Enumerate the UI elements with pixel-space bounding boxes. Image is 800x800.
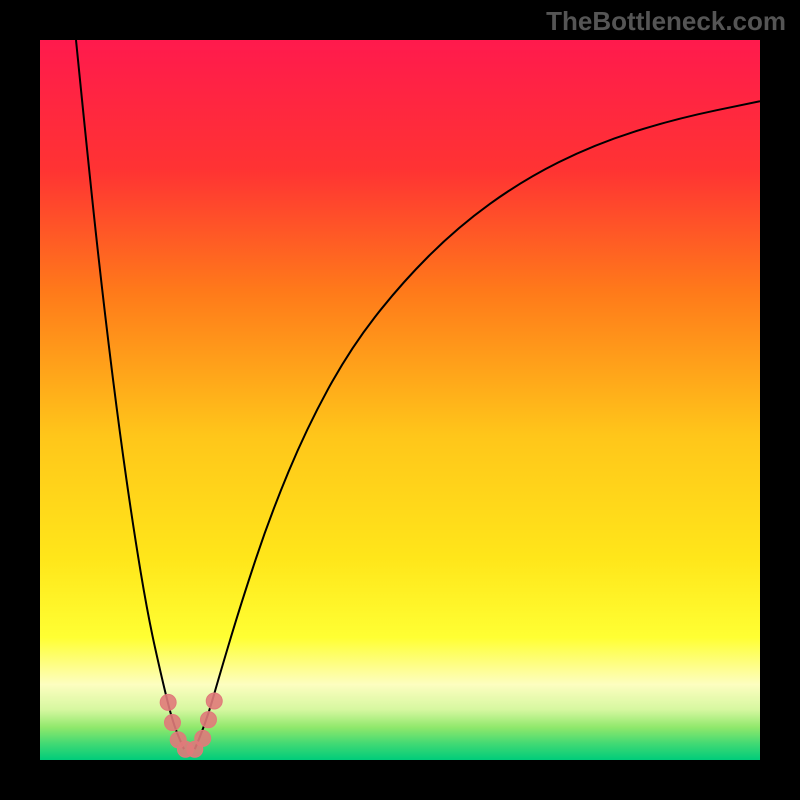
data-marker bbox=[200, 712, 216, 728]
data-marker bbox=[164, 715, 180, 731]
data-marker bbox=[206, 693, 222, 709]
bottleneck-curve-chart bbox=[0, 0, 800, 800]
data-marker bbox=[195, 730, 211, 746]
watermark-text: TheBottleneck.com bbox=[546, 6, 786, 37]
data-marker bbox=[160, 694, 176, 710]
chart-container: TheBottleneck.com bbox=[0, 0, 800, 800]
plot-area-gradient bbox=[40, 40, 760, 760]
